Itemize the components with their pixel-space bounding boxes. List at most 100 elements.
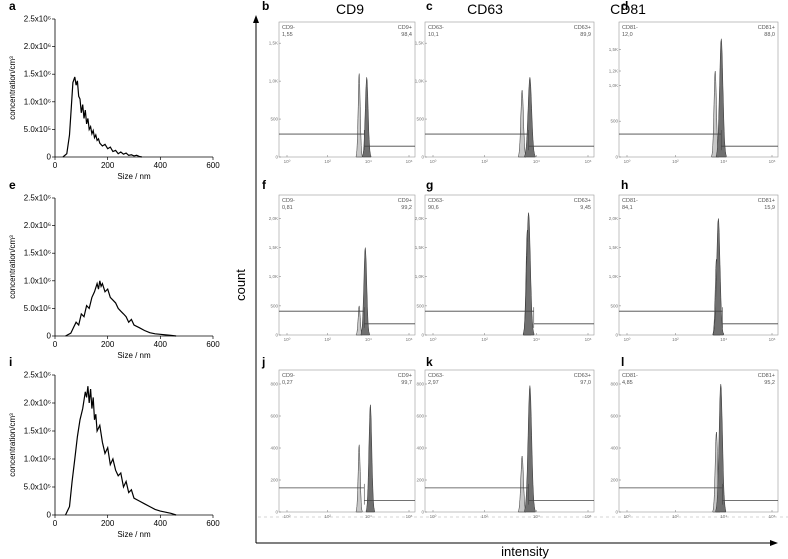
flow-x-tick-label: 10² <box>672 159 679 164</box>
flow-y-tick-label: 2,0K <box>609 216 618 221</box>
flow-y-tick-label: 800 <box>610 382 618 387</box>
flow-x-tick-label: 10² <box>324 159 331 164</box>
flow-x-tick-label: 10⁰ <box>430 159 437 164</box>
positive-gate-value: 98,4 <box>401 32 412 38</box>
nta-y-tick-label: 5.0x10⁵ <box>24 304 51 313</box>
nta-x-tick-label: 0 <box>53 340 58 349</box>
positive-gate-label: CD9+ <box>398 198 412 204</box>
flow-y-tick-label: 200 <box>270 478 278 483</box>
flow-histogram-g: 10⁰ 10² 10⁴ 10⁶ 0 500 1,0K 1,5K 2,0K CD63-90,6 CD6… <box>415 194 595 342</box>
flow-y-tick-label: 800 <box>416 382 424 387</box>
nta-y-tick-label: 2.0x10⁶ <box>24 42 51 51</box>
nta-y-tick-label: 1.0x10⁶ <box>24 97 51 106</box>
flow-plot-frame <box>278 194 416 336</box>
flow-x-tick-label: 10⁴ <box>365 159 372 164</box>
flow-histogram-b: 10⁰ 10² 10⁴ 10⁶ 0 500 1,0K 1,5K CD9-1,55 CD9+98,4 <box>269 21 416 164</box>
flow-x-tick-label: 10⁰ <box>624 514 631 519</box>
negative-gate-label: CD63- <box>428 373 444 379</box>
flow-x-tick-label: 10⁶ <box>769 159 776 164</box>
positive-gate-label: CD9+ <box>398 25 412 31</box>
flow-histogram-j: 10⁰ 10² 10⁴ 10⁶ 0 200 400 600 800 CD9-0,27 CD9+99,… <box>270 369 416 519</box>
positive-gate-label: CD63+ <box>574 198 591 204</box>
intensity-axis-arrowhead <box>770 540 778 546</box>
nta-size-distribution-line <box>65 280 177 337</box>
flow-x-tick-label: 10⁴ <box>365 337 372 342</box>
negative-gate-value: 0,27 <box>282 380 293 386</box>
panel-label-a: a <box>9 0 16 13</box>
positive-gate-value: 9,45 <box>580 205 591 211</box>
nta-y-tick-label: 2.0x10⁶ <box>24 221 51 230</box>
flow-x-tick-label: 10² <box>672 337 679 342</box>
nta-size-distribution-line <box>64 386 177 516</box>
negative-gate-value: 2,97 <box>428 380 439 386</box>
nta-y-axis-label: concentration/cm³ <box>8 413 17 477</box>
flow-x-tick-label: 10⁰ <box>430 514 437 519</box>
flow-y-tick-label: 0 <box>275 155 278 160</box>
flow-y-tick-label: 400 <box>416 446 424 451</box>
positive-gate-value: 15,9 <box>764 205 775 211</box>
nta-x-tick-label: 200 <box>101 161 115 170</box>
positive-gate-label: CD81+ <box>758 25 775 31</box>
panel-label-l: l <box>621 355 624 369</box>
negative-gate-value: 90,6 <box>428 205 439 211</box>
nta-x-tick-label: 400 <box>154 340 168 349</box>
count-axis-label: count <box>233 269 248 301</box>
negative-gate-value: 4,85 <box>622 380 633 386</box>
nta-y-tick-label: 2.5x10⁶ <box>24 194 51 203</box>
flow-y-tick-label: 500 <box>416 117 424 122</box>
flow-x-tick-label: 10⁴ <box>720 337 727 342</box>
positive-gate-value: 88,0 <box>764 32 775 38</box>
nta-y-axis-label: concentration/cm³ <box>8 235 17 299</box>
flow-y-tick-label: 0 <box>421 155 424 160</box>
nta-x-tick-label: 400 <box>154 519 168 528</box>
flow-plot-frame <box>618 21 779 158</box>
isotype-control-peak <box>518 90 527 158</box>
negative-gate-label: CD9- <box>282 25 295 31</box>
positive-gate-value: 97,0 <box>580 380 591 386</box>
nta-y-tick-label: 1.0x10⁶ <box>24 276 51 285</box>
flow-y-tick-label: 0 <box>421 510 424 515</box>
flow-y-tick-label: 1,0K <box>269 79 278 84</box>
positive-gate-label: CD63+ <box>574 25 591 31</box>
nta-chart-a: 0 200 400 600 0 5.0x10⁵ 1.0x10⁶ 1.5x10⁶ 2.0x10⁶ 2… <box>8 15 220 182</box>
flow-y-tick-label: 1,0K <box>415 274 424 279</box>
flow-y-tick-label: 1,0K <box>609 274 618 279</box>
flow-x-tick-label: 10⁰ <box>624 337 631 342</box>
nta-x-tick-label: 0 <box>53 519 58 528</box>
nta-chart-e: 0 200 400 600 0 5.0x10⁵ 1.0x10⁶ 1.5x10⁶ 2.0x10⁶ 2… <box>8 194 220 361</box>
positive-gate-label: CD81+ <box>758 373 775 379</box>
nta-x-axis-label: Size / nm <box>117 351 151 360</box>
negative-gate-label: CD9- <box>282 198 295 204</box>
panel-label-g: g <box>426 178 433 192</box>
negative-gate-label: CD9- <box>282 373 295 379</box>
flow-y-tick-label: 1,0K <box>609 83 618 88</box>
nta-y-tick-label: 0 <box>47 511 52 520</box>
positive-gate-value: 99,7 <box>401 380 412 386</box>
nta-y-tick-label: 1.0x10⁶ <box>24 455 51 464</box>
flow-y-tick-label: 800 <box>270 382 278 387</box>
panel-label-b: b <box>262 0 269 13</box>
flow-plot-frame <box>618 194 779 336</box>
flow-x-tick-label: 10² <box>672 514 679 519</box>
flow-y-tick-label: 2,0K <box>269 216 278 221</box>
flow-x-tick-label: 10⁶ <box>769 514 776 519</box>
negative-gate-label: CD63- <box>428 198 444 204</box>
nta-y-tick-label: 5.0x10⁵ <box>24 483 51 492</box>
nta-y-tick-label: 0 <box>47 153 52 162</box>
flow-y-tick-label: 1,5K <box>415 41 424 46</box>
negative-gate-value: 0,81 <box>282 205 293 211</box>
flow-y-tick-label: 500 <box>416 303 424 308</box>
flow-y-tick-label: 0 <box>615 510 618 515</box>
flow-plot-frame <box>424 194 595 336</box>
flow-plot-frame <box>278 21 416 158</box>
isotype-control-peak <box>355 73 363 158</box>
flow-y-tick-label: 1,5K <box>609 245 618 250</box>
flow-x-tick-label: 10² <box>481 514 488 519</box>
flow-x-tick-label: 10² <box>324 514 331 519</box>
flow-y-tick-label: 1,5K <box>609 47 618 52</box>
flow-x-tick-label: 10⁶ <box>406 514 413 519</box>
flow-x-tick-label: 10⁰ <box>284 159 291 164</box>
marker-peak <box>715 383 727 513</box>
flow-histogram-h: 10⁰ 10² 10⁴ 10⁶ 0 500 1,0K 1,5K 2,0K CD81-84,1 CD8… <box>609 194 779 342</box>
